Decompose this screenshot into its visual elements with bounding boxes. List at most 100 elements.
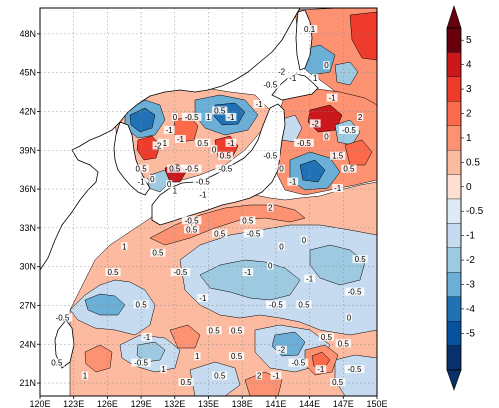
contour-label-bg (278, 164, 285, 173)
contour-label-bg (356, 112, 364, 121)
contour-label-bg (300, 235, 308, 244)
contour-label: 0.5 (209, 326, 221, 335)
contour-label: 0 (212, 145, 217, 154)
ocean-negative-south-e (334, 354, 377, 396)
contour-label: -1 (227, 113, 235, 122)
contour-label-bg (267, 261, 274, 270)
contour-label: -1 (255, 100, 263, 109)
contour-label-bg (197, 190, 209, 199)
contour-label: -1 (329, 94, 337, 103)
contour-label: 0.1 (304, 25, 316, 34)
contour-label-bg (163, 125, 175, 134)
contour-label: 0.5 (169, 165, 181, 174)
contour-label: -1 (199, 294, 207, 303)
contour-label: 0 (167, 180, 172, 189)
ocean-positive-south-a (84, 344, 113, 373)
colorbar-label: 0.5 (466, 157, 480, 168)
contour-label: -1 (160, 139, 168, 148)
contour-label-bg (158, 138, 169, 147)
contour-label: 0.5 (180, 378, 192, 387)
contour-label-bg (243, 229, 264, 238)
lon-tick-label: 150E (366, 399, 387, 408)
contour-label: 0.5 (107, 268, 119, 277)
contour-label: 1 (313, 74, 318, 83)
contour-label: 0.5 (298, 300, 310, 309)
contour-label: 0.5 (242, 216, 254, 225)
contour-label: -2 (312, 119, 320, 128)
colorbar-extend-top (446, 5, 462, 29)
contour-label-bg (178, 378, 194, 387)
ocean-negative-west-deep (84, 293, 126, 316)
contour-label: 0.5 (214, 372, 226, 381)
colorbar-segment (446, 198, 462, 224)
contour-label-bg (344, 365, 365, 374)
contour-label: -0.5 (185, 165, 199, 174)
colorbar-segment (446, 76, 462, 102)
contour-label: 0.5 (136, 165, 148, 174)
contour-label-bg (287, 177, 299, 186)
contour-label-bg (323, 132, 330, 141)
contour-label-bg (228, 352, 245, 361)
taiwan-island (54, 319, 75, 369)
contour-label-bg (133, 300, 149, 309)
contour-label: 0.5 (332, 378, 344, 387)
contour-label: 0.5 (321, 333, 333, 342)
contour-label-bg (276, 345, 287, 354)
contour-label: -1 (244, 268, 252, 277)
contour-label: 0.5 (152, 249, 164, 258)
contour-label: 0.5 (355, 255, 367, 264)
lon-tick-label: 129E (131, 399, 152, 408)
lon-tick-label: 132E (164, 399, 185, 408)
contour-label-bg (150, 248, 166, 257)
contour-label: 2 (268, 203, 273, 212)
contour-label-bg (255, 371, 263, 380)
lat-tick-label: 39N (19, 145, 36, 155)
colorbar-label: -1 (466, 231, 475, 242)
lat-tick-label: 48N (19, 29, 36, 39)
contour-label: 0 (302, 236, 307, 245)
lat-tick-label: 30N (19, 262, 36, 272)
colorbar-segment (446, 174, 462, 200)
contour-label: 1 (122, 242, 127, 251)
japan-hokkaido (271, 73, 319, 101)
colorbar-segment (446, 320, 462, 346)
contour-label-bg (205, 112, 212, 121)
contour-label: -2 (278, 68, 286, 77)
contour-label: -0.5 (348, 288, 362, 297)
contour-label: 0 (279, 242, 284, 251)
contour-label-bg (330, 151, 346, 160)
contour-label: -1 (289, 178, 297, 187)
lon-tick-label: 123E (63, 399, 84, 408)
contour-label: 0.5 (197, 139, 209, 148)
contour-label: -1 (166, 126, 174, 135)
contour-label: 0 (173, 113, 178, 122)
contour-label-bg (167, 164, 183, 173)
contour-label-bg (228, 326, 245, 335)
contour-label-bg (242, 268, 254, 277)
contour-label-bg (341, 164, 357, 173)
ocean-positive-south-e (169, 324, 201, 349)
contour-label-bg (121, 242, 128, 251)
contour-label-bg (344, 287, 365, 296)
contour-label-bg (181, 112, 202, 121)
contour-label-bg (217, 151, 233, 160)
contour-label-bg (105, 268, 121, 277)
asia-mainland (40, 8, 301, 271)
contour-label: 1 (83, 372, 88, 381)
colorbar-segment (446, 101, 462, 126)
lat-tick-label: 21N (19, 378, 36, 388)
lon-tick-label: 135E (198, 399, 219, 408)
lon-tick-labels: 120E 123E 126E 129E 132E 135E 138E 141E 144E 147E… (29, 396, 388, 408)
contour-label: 0.5 (136, 300, 148, 309)
colorbar-segment (446, 52, 462, 78)
contour-label-bg (175, 134, 186, 143)
contour-label: 0.5 (220, 152, 232, 161)
contour-label: -2 (278, 346, 286, 355)
contour-label-bg (135, 177, 147, 186)
contour-label-bg (318, 332, 335, 341)
lat-tick-label: 27N (19, 300, 36, 310)
contour-label: 0.5 (231, 352, 243, 361)
contour-label-bg (260, 151, 281, 160)
contour-label-bg (315, 365, 327, 374)
contour-label: 1.5 (332, 152, 344, 161)
